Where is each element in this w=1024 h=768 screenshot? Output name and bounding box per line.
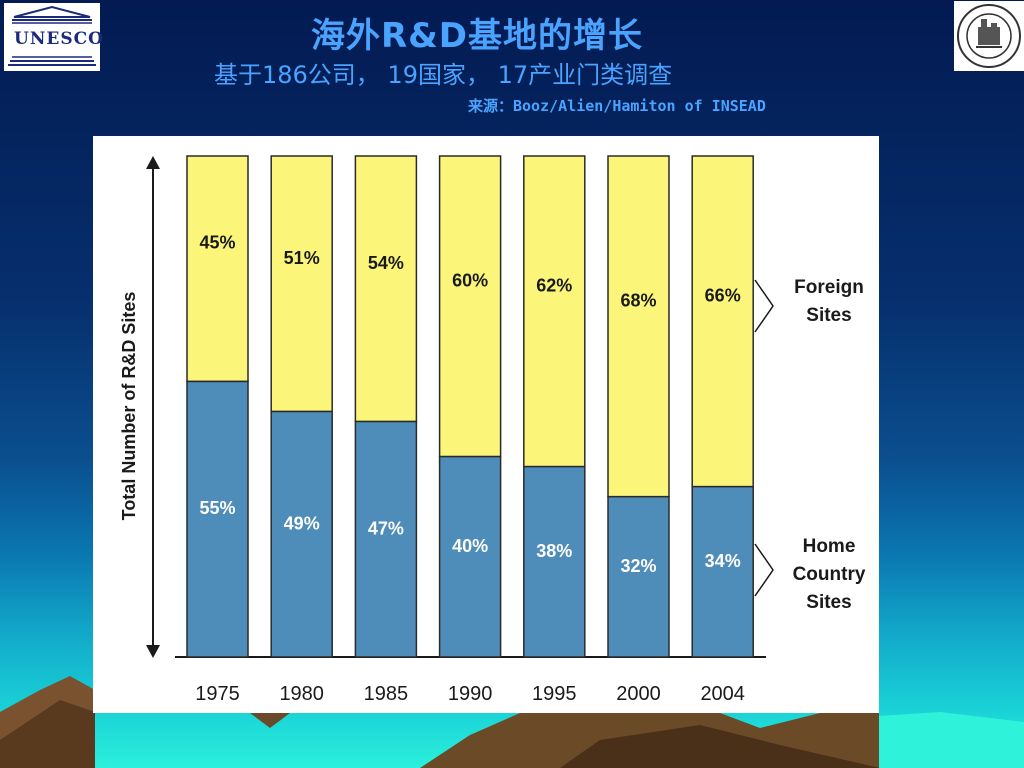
label-foreign-1980: 51%: [284, 248, 320, 268]
legend-home-line-2: Country: [793, 564, 866, 585]
unesco-logo: UNESCO: [4, 3, 104, 71]
unesco-temple-icon: [8, 5, 96, 66]
page-title: 海外R&D基地的增长: [310, 16, 644, 56]
bar-foreign-2000: [607, 155, 670, 498]
y-axis-arrow: [146, 156, 160, 658]
label-home-1985: 47%: [368, 518, 404, 538]
label-home-1975: 55%: [199, 498, 235, 518]
x-tick-1975: 1975: [195, 683, 240, 705]
x-tick-1990: 1990: [448, 683, 493, 705]
legend-foreign-line-2: Sites: [806, 305, 851, 326]
source-note: 来源：Booz/Alien/Hamiton of INSEAD: [468, 97, 766, 115]
label-foreign-1975: 45%: [199, 233, 235, 253]
label-foreign-1995: 62%: [536, 275, 572, 295]
university-seal-icon: [957, 4, 1021, 68]
x-tick-1980: 1980: [279, 683, 324, 705]
chart-panel: Total Number of R&D Sites 45% 55% 1975 51% 4…: [93, 136, 879, 713]
bar-foreign-1975: [186, 155, 249, 383]
bar-home-1990: [438, 455, 502, 658]
university-seal: [954, 1, 1024, 71]
legend-bracket-home: [754, 543, 774, 597]
stacked-bar-chart: Total Number of R&D Sites 45% 55% 1975 51% 4…: [119, 155, 866, 705]
label-home-1980: 49%: [284, 513, 320, 533]
label-home-1990: 40%: [452, 536, 488, 556]
legend-foreign-line-1: Foreign: [794, 277, 864, 298]
label-home-2000: 32%: [620, 556, 656, 576]
bar-home-2004: [691, 485, 754, 658]
x-tick-2000: 2000: [616, 683, 661, 705]
bar-home-2000: [607, 495, 670, 658]
legend-home-line-3: Sites: [806, 592, 851, 613]
x-tick-1985: 1985: [364, 683, 409, 705]
label-foreign-2004: 66%: [705, 285, 741, 305]
bar-home-1975: [186, 380, 249, 658]
bar-foreign-1980: [270, 155, 333, 413]
label-foreign-2000: 68%: [620, 290, 656, 310]
bar-foreign-1985: [354, 155, 418, 423]
y-axis-label: Total Number of R&D Sites: [119, 292, 139, 521]
legend-bracket-foreign: [754, 279, 774, 333]
bar-home-1995: [523, 465, 586, 658]
label-home-1995: 38%: [536, 541, 572, 561]
label-foreign-1985: 54%: [368, 253, 404, 273]
label-foreign-1990: 60%: [452, 270, 488, 290]
x-tick-2004: 2004: [700, 683, 745, 705]
page-subtitle: 基于186公司， 19国家， 17产业门类调查: [214, 61, 673, 89]
bar-home-1980: [270, 410, 333, 658]
bar-home-1985: [354, 420, 418, 658]
x-tick-1995: 1995: [532, 683, 577, 705]
bar-foreign-2004: [691, 155, 754, 488]
unesco-wordmark: UNESCO: [14, 29, 104, 49]
bar-foreign-1995: [523, 155, 586, 468]
label-home-2004: 34%: [705, 551, 741, 571]
bar-foreign-1990: [438, 155, 502, 458]
legend-home-line-1: Home: [803, 536, 856, 557]
